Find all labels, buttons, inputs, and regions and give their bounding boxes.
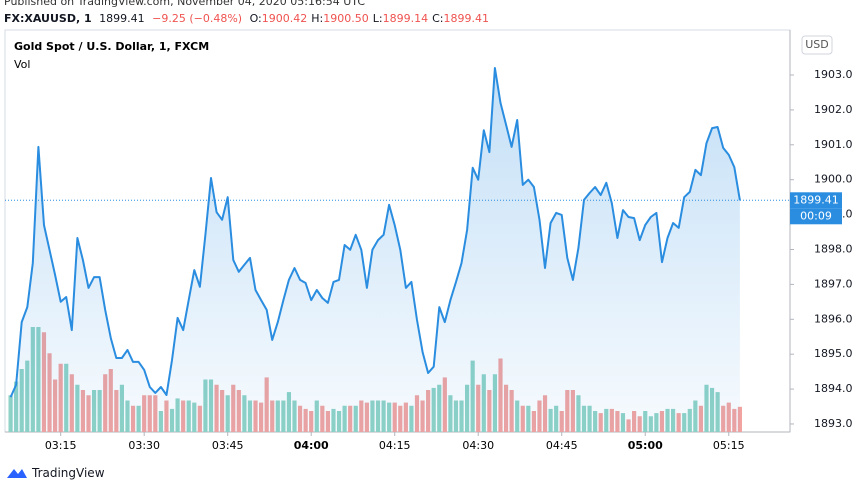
last-price-box xyxy=(790,192,842,209)
chart-title: Gold Spot / U.S. Dollar, 1, FXCM xyxy=(14,40,209,53)
ohlc-value: 1900.42 xyxy=(261,12,308,25)
brand: TradingView xyxy=(32,466,105,480)
chart: 1893.00 1894.00 1895.00 1896.00 1897.00 1898.… xyxy=(4,29,852,452)
ohlc-label: C: xyxy=(432,12,444,25)
y-tick-label: 1893.00 xyxy=(814,417,852,430)
volume-bar xyxy=(8,395,13,432)
ohlc-value: 1899.14 xyxy=(382,12,429,25)
y-tick-label: 1902.00 xyxy=(814,103,852,116)
brand-logo xyxy=(7,469,27,478)
countdown-label: 00:09 xyxy=(800,209,832,222)
y-tick-label: 1900.00 xyxy=(814,173,852,186)
x-tick-label: 04:45 xyxy=(546,439,578,452)
x-tick-label: 05:15 xyxy=(713,439,745,452)
x-tick-label: 03:45 xyxy=(212,439,244,452)
price: 1899.41 xyxy=(99,12,145,25)
ohlc-label: O: xyxy=(249,12,262,25)
last-price-label: 1899.41 xyxy=(793,193,839,206)
y-tick-label: 1897.00 xyxy=(814,277,852,290)
x-tick-label: 04:30 xyxy=(462,439,494,452)
x-tick-label: 03:30 xyxy=(128,439,160,452)
y-tick-label: 1901.00 xyxy=(814,138,852,151)
ohlc-value: 1900.50 xyxy=(323,12,369,25)
ohlc: O:1900.42 H:1900.50 L:1899.14 C:1899.41 xyxy=(250,12,493,25)
footer: TradingView xyxy=(6,466,105,480)
x-tick-label: 04:00 xyxy=(294,439,329,452)
y-tick-label: 1896.00 xyxy=(814,312,852,325)
ohlc-value: 1899.41 xyxy=(443,12,489,25)
ohlc-label: L: xyxy=(372,12,383,25)
chart-subtitle: Vol xyxy=(14,58,30,71)
x-tick-label: 04:15 xyxy=(379,439,411,452)
currency-label[interactable]: USD xyxy=(805,38,829,51)
y-tick-label: 1894.00 xyxy=(814,382,852,395)
change: −9.25 (−0.48%) xyxy=(152,12,243,25)
x-tick-label: 03:15 xyxy=(45,439,77,452)
countdown-box xyxy=(790,208,842,225)
y-tick-label: 1898.00 xyxy=(814,242,852,255)
ohlc-label: H: xyxy=(311,12,324,25)
x-tick-label: 05:00 xyxy=(628,439,663,452)
symbol: FX:XAUUSD, 1 xyxy=(4,12,92,25)
symbol-header: FX:XAUUSD, 1 1899.41 −9.25 (−0.48%) O:19… xyxy=(4,12,497,25)
y-tick-label: 1903.00 xyxy=(814,68,852,81)
published-note: Published on TradingView.com, November 0… xyxy=(4,0,365,8)
y-tick-label: 1895.00 xyxy=(814,347,852,360)
price-line xyxy=(9,67,741,398)
price-area xyxy=(10,68,740,432)
currency-button[interactable] xyxy=(801,35,833,55)
